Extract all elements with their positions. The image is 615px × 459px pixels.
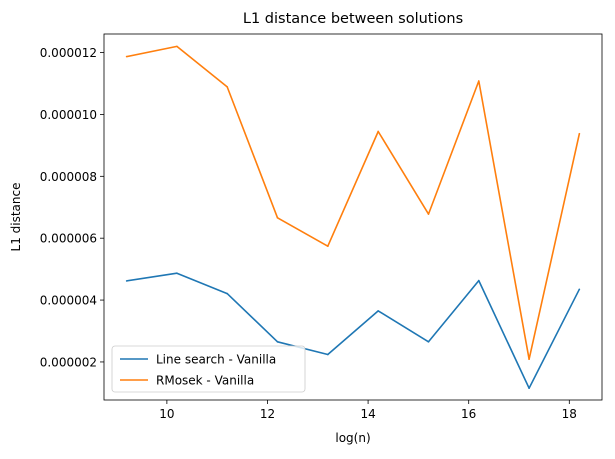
- data-point: [327, 353, 329, 356]
- data-point: [226, 86, 229, 88]
- legend-label: RMosek - Vanilla: [156, 374, 254, 388]
- series-layer: [125, 45, 581, 390]
- data-point: [528, 358, 530, 360]
- x-tick-label: 14: [360, 407, 375, 421]
- data-point: [176, 272, 178, 274]
- legend-label: Line search - Vanilla: [156, 353, 276, 367]
- data-point: [427, 213, 430, 215]
- data-point: [477, 80, 480, 82]
- series-line-0: [126, 272, 581, 390]
- plot-area: [103, 33, 603, 401]
- data-point: [578, 132, 581, 135]
- data-point: [276, 216, 279, 219]
- y-axis-label: L1 distance: [9, 183, 23, 252]
- series-line-1: [126, 45, 581, 361]
- data-point: [176, 45, 178, 48]
- data-point: [528, 387, 530, 390]
- x-tick-label: 18: [562, 407, 577, 421]
- y-tick-label: 0.000004: [40, 294, 97, 308]
- x-tick-label: 16: [461, 407, 476, 421]
- x-tick-label: 10: [159, 407, 174, 421]
- data-point: [226, 292, 229, 295]
- y-tick-label: 0.000012: [40, 46, 97, 60]
- y-tick-label: 0.000002: [40, 355, 97, 369]
- y-axis: 0.000002 0.000004 0.000006 0.000008 0.000010…: [40, 46, 104, 369]
- chart-title: L1 distance between solutions: [243, 11, 463, 27]
- data-point: [276, 341, 279, 343]
- y-tick-label: 0.000010: [40, 108, 97, 122]
- x-axis: 10 12 14 16 18: [159, 400, 577, 421]
- data-point: [125, 280, 128, 282]
- data-point: [377, 130, 379, 133]
- legend-box: [111, 345, 306, 393]
- data-point: [125, 55, 128, 58]
- legend: Line search - Vanilla RMosek - Vanilla: [111, 345, 306, 393]
- x-axis-label: log(n): [335, 431, 370, 445]
- data-point: [578, 288, 581, 291]
- y-tick-label: 0.000008: [40, 170, 97, 184]
- data-point: [477, 279, 480, 282]
- y-tick-label: 0.000006: [40, 232, 97, 246]
- data-point: [427, 341, 430, 343]
- data-point: [377, 310, 379, 312]
- data-point: [327, 245, 329, 248]
- x-tick-label: 12: [260, 407, 275, 421]
